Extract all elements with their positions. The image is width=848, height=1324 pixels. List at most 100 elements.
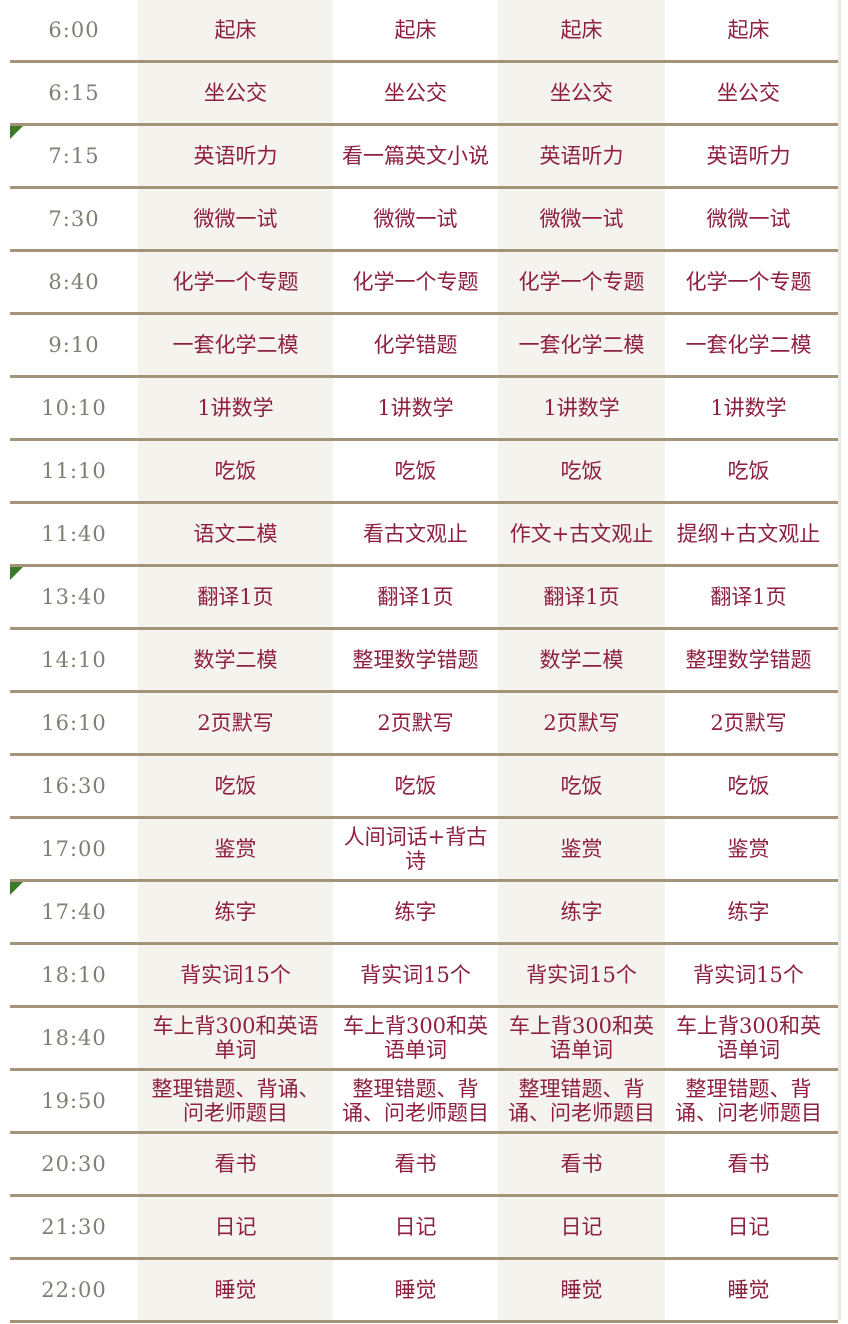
activity-cell: 化学一个专题 xyxy=(138,252,333,312)
activity-cell: 整理数学错题 xyxy=(333,630,498,690)
time-cell: 6:15 xyxy=(48,81,100,105)
activity-cell: 数学二模 xyxy=(138,630,333,690)
activity-cell: 背实词15个 xyxy=(665,945,832,1005)
activity-cell: 化学一个专题 xyxy=(498,252,665,312)
table-row: 17:00 鉴赏 人间词话+背古诗 鉴赏 鉴赏 xyxy=(10,819,838,882)
activity-cell: 吃饭 xyxy=(665,441,832,501)
activity-cell: 吃饭 xyxy=(498,756,665,816)
table-right-edge xyxy=(838,0,841,1320)
activity-cell: 翻译1页 xyxy=(138,567,333,627)
activity-cell: 2页默写 xyxy=(333,693,498,753)
table-row: 14:10 数学二模 整理数学错题 数学二模 整理数学错题 xyxy=(10,630,838,693)
time-cell: 7:15 xyxy=(48,144,100,168)
activity-cell: 微微一试 xyxy=(138,189,333,249)
activity-cell: 练字 xyxy=(333,882,498,942)
time-cell: 19:50 xyxy=(41,1089,107,1113)
time-cell: 11:10 xyxy=(41,459,107,483)
table-row: 8:40 化学一个专题 化学一个专题 化学一个专题 化学一个专题 xyxy=(10,252,838,315)
activity-cell: 化学一个专题 xyxy=(665,252,832,312)
activity-cell: 背实词15个 xyxy=(333,945,498,1005)
table-row: 18:10 背实词15个 背实词15个 背实词15个 背实词15个 xyxy=(10,945,838,1008)
table-row: 17:40 练字 练字 练字 练字 xyxy=(10,882,838,945)
time-cell: 22:00 xyxy=(41,1278,107,1302)
activity-cell: 日记 xyxy=(498,1197,665,1257)
activity-cell: 坐公交 xyxy=(138,63,333,123)
activity-cell: 1讲数学 xyxy=(665,378,832,438)
time-cell: 13:40 xyxy=(41,585,107,609)
activity-cell: 练字 xyxy=(498,882,665,942)
time-cell: 11:40 xyxy=(41,522,107,546)
activity-cell: 看一篇英文小说 xyxy=(333,126,498,186)
activity-cell: 人间词话+背古诗 xyxy=(333,819,498,879)
time-cell: 21:30 xyxy=(41,1215,107,1239)
activity-cell: 一套化学二模 xyxy=(498,315,665,375)
table-row: 11:40 语文二模 看古文观止 作文+古文观止 提纲+古文观止 xyxy=(10,504,838,567)
activity-cell: 英语听力 xyxy=(665,126,832,186)
activity-cell: 吃饭 xyxy=(498,441,665,501)
activity-cell: 睡觉 xyxy=(665,1260,832,1320)
activity-cell: 车上背300和英语单词 xyxy=(498,1008,665,1068)
time-cell: 17:00 xyxy=(41,837,107,861)
activity-cell: 吃饭 xyxy=(138,756,333,816)
activity-cell: 翻译1页 xyxy=(333,567,498,627)
activity-cell: 翻译1页 xyxy=(498,567,665,627)
activity-cell: 起床 xyxy=(138,0,333,60)
activity-cell: 吃饭 xyxy=(333,756,498,816)
activity-cell: 化学一个专题 xyxy=(333,252,498,312)
activity-cell: 车上背300和英语单词 xyxy=(138,1008,333,1068)
table-row: 6:00 起床 起床 起床 起床 xyxy=(10,0,838,63)
activity-cell: 鉴赏 xyxy=(138,819,333,879)
activity-cell: 日记 xyxy=(665,1197,832,1257)
activity-cell: 数学二模 xyxy=(498,630,665,690)
activity-cell: 1讲数学 xyxy=(138,378,333,438)
time-cell: 14:10 xyxy=(41,648,107,672)
activity-cell: 英语听力 xyxy=(138,126,333,186)
activity-cell: 2页默写 xyxy=(498,693,665,753)
table-row: 18:40 车上背300和英语单词 车上背300和英语单词 车上背300和英语单词 车上… xyxy=(10,1008,838,1071)
activity-cell: 鉴赏 xyxy=(665,819,832,879)
activity-cell: 车上背300和英语单词 xyxy=(665,1008,832,1068)
activity-cell: 语文二模 xyxy=(138,504,333,564)
comment-marker-icon xyxy=(10,567,23,580)
activity-cell: 吃饭 xyxy=(665,756,832,816)
activity-cell: 整理错题、背诵、问老师题目 xyxy=(665,1071,832,1131)
time-cell: 16:10 xyxy=(41,711,107,735)
table-row: 22:00 睡觉 睡觉 睡觉 睡觉 xyxy=(10,1260,838,1323)
activity-cell: 微微一试 xyxy=(498,189,665,249)
activity-cell: 睡觉 xyxy=(498,1260,665,1320)
table-row: 13:40 翻译1页 翻译1页 翻译1页 翻译1页 xyxy=(10,567,838,630)
activity-cell: 日记 xyxy=(333,1197,498,1257)
time-cell: 17:40 xyxy=(41,900,107,924)
activity-cell: 看书 xyxy=(665,1134,832,1194)
activity-cell: 吃饭 xyxy=(138,441,333,501)
time-cell: 18:10 xyxy=(41,963,107,987)
activity-cell: 练字 xyxy=(665,882,832,942)
activity-cell: 鉴赏 xyxy=(498,819,665,879)
activity-cell: 化学错题 xyxy=(333,315,498,375)
activity-cell: 日记 xyxy=(138,1197,333,1257)
table-row: 19:50 整理错题、背诵、问老师题目 整理错题、背诵、问老师题目 整理错题、背诵、问… xyxy=(10,1071,838,1134)
table-row: 16:30 吃饭 吃饭 吃饭 吃饭 xyxy=(10,756,838,819)
activity-cell: 睡觉 xyxy=(138,1260,333,1320)
activity-cell: 微微一试 xyxy=(333,189,498,249)
time-cell: 16:30 xyxy=(41,774,107,798)
activity-cell: 坐公交 xyxy=(333,63,498,123)
activity-cell: 吃饭 xyxy=(333,441,498,501)
activity-cell: 看书 xyxy=(498,1134,665,1194)
activity-cell: 2页默写 xyxy=(138,693,333,753)
table-row: 20:30 看书 看书 看书 看书 xyxy=(10,1134,838,1197)
activity-cell: 整理错题、背诵、问老师题目 xyxy=(138,1071,333,1131)
activity-cell: 翻译1页 xyxy=(665,567,832,627)
activity-cell: 看书 xyxy=(333,1134,498,1194)
time-cell: 6:00 xyxy=(48,18,100,42)
activity-cell: 背实词15个 xyxy=(498,945,665,1005)
activity-cell: 练字 xyxy=(138,882,333,942)
table-row: 6:15 坐公交 坐公交 坐公交 坐公交 xyxy=(10,63,838,126)
table-row: 7:15 英语听力 看一篇英文小说 英语听力 英语听力 xyxy=(10,126,838,189)
activity-cell: 起床 xyxy=(333,0,498,60)
activity-cell: 整理数学错题 xyxy=(665,630,832,690)
time-cell: 18:40 xyxy=(41,1026,107,1050)
activity-cell: 看古文观止 xyxy=(333,504,498,564)
table-row: 10:10 1讲数学 1讲数学 1讲数学 1讲数学 xyxy=(10,378,838,441)
activity-cell: 车上背300和英语单词 xyxy=(333,1008,498,1068)
